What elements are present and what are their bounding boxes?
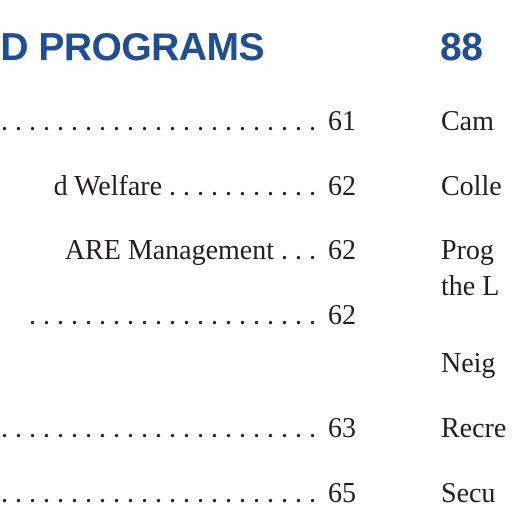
toc-entry-right[interactable]: Prog [441, 235, 494, 266]
toc-entry-right[interactable]: Secu [441, 478, 496, 509]
toc-entry-right[interactable]: Neig [441, 348, 496, 379]
toc-entry-right[interactable]: Recre [441, 413, 507, 444]
toc-entry-page-number: 62 [328, 300, 356, 331]
toc-entry[interactable]: . . . . . . . . . . . . . . . . . . . . … [0, 105, 356, 139]
toc-entry[interactable]: . . . . . . . . . . . . . . . . . . . . … [0, 299, 356, 333]
toc-entry[interactable]: . . . . . . . . . . . . . . . . . . . . … [0, 477, 356, 511]
toc-entry-right[interactable]: the L [441, 271, 500, 302]
toc-entry-right[interactable]: Cam [441, 106, 494, 137]
toc-entry[interactable]: . . . . . . . . . . . . . . . . . . . . … [0, 412, 356, 446]
section-heading-left: AND PROGRAMS [0, 26, 265, 69]
toc-entry-page-number: 61 [328, 106, 356, 137]
toc-entry-page-number: 62 [328, 235, 356, 266]
section-heading-right: 88 [440, 26, 483, 69]
toc-entry-title: ARE Management . . . [64, 235, 316, 266]
toc-entry-title: d Welfare . . . . . . . . . . . [53, 171, 316, 202]
toc-entry-title: . . . . . . . . . . . . . . . . . . . . … [0, 478, 316, 509]
toc-entry-page-number: 63 [328, 413, 356, 444]
toc-entry-title: . . . . . . . . . . . . . . . . . . . . … [0, 106, 316, 137]
toc-entry-title: . . . . . . . . . . . . . . . . . . . . … [0, 413, 316, 444]
toc-entry-right[interactable]: Colle [441, 171, 502, 202]
toc-entry[interactable]: d Welfare . . . . . . . . . . . 62 [0, 170, 356, 204]
toc-entry-page-number: 65 [328, 478, 356, 509]
toc-entry[interactable]: ARE Management . . . 62 [0, 234, 356, 268]
toc-entry-title: . . . . . . . . . . . . . . . . . . . . … [29, 300, 316, 331]
toc-entry-page-number: 62 [328, 171, 356, 202]
